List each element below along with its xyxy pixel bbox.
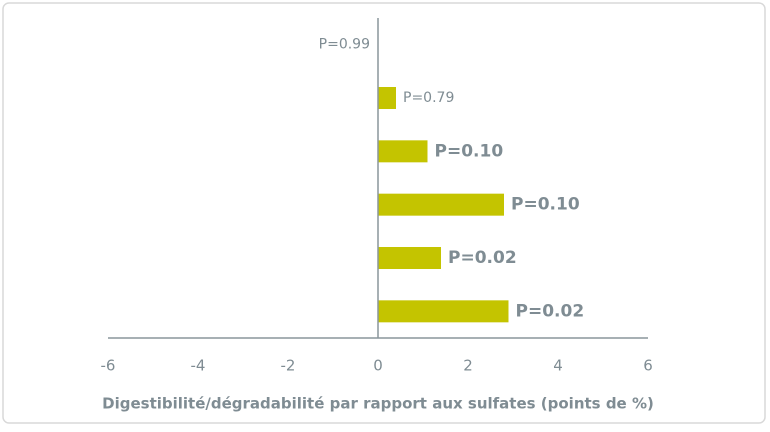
x-tick-label: -6 [101, 357, 116, 375]
x-tick-label: -2 [281, 357, 296, 375]
bar-label: P=0.79 [403, 90, 454, 106]
x-tick-label: 0 [373, 357, 383, 375]
bar [378, 87, 396, 109]
bar-label: P=0.10 [511, 195, 580, 215]
bar-label: P=0.99 [319, 37, 370, 53]
bar [378, 140, 428, 163]
bar-label: P=0.10 [435, 141, 504, 161]
x-tick-label: 6 [643, 357, 653, 375]
bar [378, 300, 509, 323]
x-tick-label: 4 [553, 357, 563, 375]
frame [2, 2, 766, 424]
bar-label: P=0.02 [516, 301, 585, 321]
x-tick-label: -4 [191, 357, 206, 375]
x-tick-label: 2 [463, 357, 473, 375]
x-axis-title: Digestibilité/dégradabilité par rapport … [102, 395, 654, 413]
bar-label: P=0.02 [448, 248, 517, 268]
bar [378, 193, 504, 216]
bar [378, 247, 441, 269]
